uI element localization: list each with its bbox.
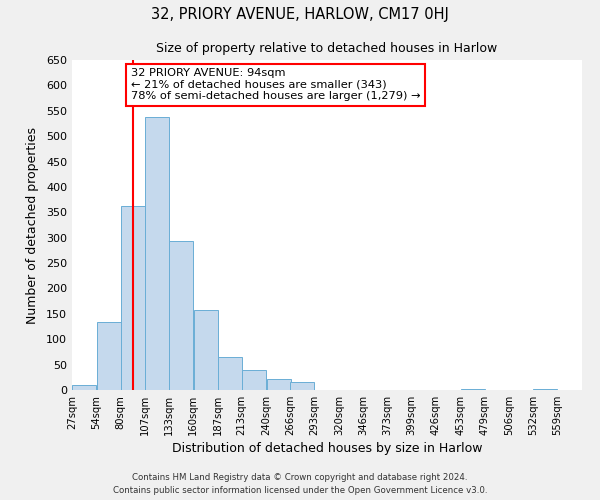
Title: Size of property relative to detached houses in Harlow: Size of property relative to detached ho… — [157, 42, 497, 54]
Y-axis label: Number of detached properties: Number of detached properties — [26, 126, 39, 324]
Text: Contains HM Land Registry data © Crown copyright and database right 2024.
Contai: Contains HM Land Registry data © Crown c… — [113, 474, 487, 495]
Text: 32 PRIORY AVENUE: 94sqm
← 21% of detached houses are smaller (343)
78% of semi-d: 32 PRIORY AVENUE: 94sqm ← 21% of detache… — [131, 68, 420, 102]
Bar — [73, 385, 96, 390]
X-axis label: Distribution of detached houses by size in Harlow: Distribution of detached houses by size … — [172, 442, 482, 455]
Bar — [290, 382, 314, 390]
Bar — [97, 322, 121, 390]
Text: 32, PRIORY AVENUE, HARLOW, CM17 0HJ: 32, PRIORY AVENUE, HARLOW, CM17 0HJ — [151, 8, 449, 22]
Bar — [242, 370, 266, 390]
Bar — [169, 241, 193, 390]
Bar — [218, 357, 242, 390]
Bar — [266, 379, 290, 390]
Bar — [121, 206, 145, 390]
Bar — [145, 118, 169, 390]
Bar — [194, 310, 218, 390]
